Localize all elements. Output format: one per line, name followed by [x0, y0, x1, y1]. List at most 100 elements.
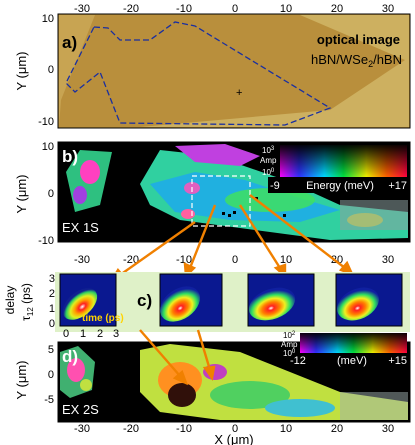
panel-b-colorbar: -9 Energy (meV) +17 103 Amp 100 [260, 145, 409, 193]
panel-b-colorbar-labelbg [268, 177, 409, 193]
panel-c-letter: c) [137, 291, 152, 310]
panel-b-map-left-spot [80, 160, 100, 184]
panel-b-defect [233, 211, 236, 214]
panel-a-y-label: Y (μm) [14, 51, 29, 90]
panel-b-amp-high: 103 [262, 146, 275, 155]
panel-d-amp-label: Amp [281, 340, 298, 349]
panel-b-map-flake-green [225, 188, 315, 212]
panel-d-colorbar-shade [300, 333, 407, 353]
panel-b-y-tick: 0 [48, 188, 54, 200]
panel-d-map-left-spot [67, 358, 85, 382]
arrow-c-d-1 [139, 329, 181, 377]
panel-d-x-label: X (μm) [214, 432, 253, 445]
panel-d-x-tick: -10 [176, 423, 192, 435]
panel-d-amp-low: 100 [283, 349, 296, 358]
panel-d-map-flake-green [210, 381, 290, 409]
panel-d-y-ticks: 5 0 -5 [44, 344, 54, 406]
panel-b-defect [228, 214, 231, 217]
panel-c-y-ticks: 3 2 1 0 [49, 273, 55, 330]
panel-b-x-tick: 10 [280, 254, 292, 266]
panel-d-y-tick: 5 [48, 344, 54, 356]
panel-b-map-left-spot2 [73, 186, 87, 204]
panel-d-letter: d) [62, 347, 78, 366]
panel-a-x-tick: 20 [331, 3, 343, 15]
panel-b-zoom-box [191, 175, 251, 227]
panel-b-amp-label: Amp [260, 156, 277, 165]
panel-c-tile-1-spot [62, 288, 98, 320]
panel-c-y-tick: 2 [49, 288, 55, 300]
panel-b: -9 Energy (meV) +17 103 Amp 100 b) EX 1S… [14, 141, 411, 266]
arrow-b-c-3 [238, 204, 282, 269]
panel-b-y-tick: -10 [38, 235, 54, 247]
panel-c-x-tick: 0 [63, 328, 69, 340]
panel-d-energy-min: -12 [290, 355, 306, 367]
panel-d-x-tick: 20 [331, 423, 343, 435]
arrow-c-d-2 [196, 329, 212, 371]
panel-c-tile-3 [247, 273, 315, 327]
panel-b-defect [283, 214, 286, 217]
arrow-b-c-2 [188, 204, 217, 269]
panel-a-y-tick: 10 [42, 13, 54, 25]
panel-a-x-ticks: -30 -20 -10 0 10 20 30 [74, 3, 394, 15]
panel-d-map-left-spot2 [80, 379, 92, 391]
panel-d-y-label: Y (μm) [14, 360, 29, 399]
panel-b-map-grey [340, 200, 408, 230]
arrows-c-to-d [139, 329, 216, 386]
panel-d-map-flake-cyan [265, 399, 335, 417]
panel-b-energy-max: +17 [388, 180, 407, 192]
panel-a: a) optical image hBN/WSe2/hBN + -30 -20 … [14, 3, 411, 129]
panel-d-y-tick: 0 [48, 369, 54, 381]
panel-c-y-tick: 1 [49, 303, 55, 315]
panel-a-substrate-right [140, 15, 409, 127]
panel-c-y-tick: 0 [49, 318, 55, 330]
panel-d-x-tick: 10 [280, 423, 292, 435]
panel-d-x-tick: -30 [74, 423, 90, 435]
panel-a-flake-outline [65, 21, 332, 126]
panel-d-x-ticks: -30 -20 -10 0 10 20 30 [74, 423, 394, 435]
panel-d-x-tick: -20 [123, 423, 139, 435]
panel-a-letter: a) [62, 33, 77, 52]
panel-d-colorbar-labelbg [288, 353, 409, 368]
arrow-c-d-2-head [202, 365, 216, 382]
panel-b-amp-low: 100 [262, 168, 275, 177]
panel-a-x-tick: 30 [382, 3, 394, 15]
panel-d-state-label: EX 2S [62, 402, 99, 417]
panel-b-defect [222, 212, 225, 215]
panel-c-x-ticks: 0 1 2 3 [63, 328, 119, 340]
panel-b-map-magenta-top [175, 144, 260, 166]
panel-d: -12 (meV) +15 102 Amp 100 d) EX 2S 5 0 -… [14, 331, 411, 445]
panel-c: c) time (ps) 0 1 2 3 3 2 1 0 delay τ12 (… [3, 272, 410, 340]
panel-d-y-tick: -5 [44, 394, 54, 406]
panel-d-amp-high: 102 [283, 331, 296, 340]
panel-a-x-tick: -20 [123, 3, 139, 15]
panel-d-energy-label: (meV) [337, 355, 367, 367]
panel-b-x-tick: -30 [74, 254, 90, 266]
panel-b-map-flake-pink2 [181, 209, 195, 219]
panel-c-x-tick: 1 [80, 328, 86, 340]
panel-d-x-tick: 0 [232, 423, 238, 435]
panel-c-x-tick: 3 [113, 328, 119, 340]
panel-b-colorbar-shade [280, 145, 407, 177]
panel-b-energy-label: Energy (meV) [306, 180, 374, 192]
panel-a-x-tick: 10 [280, 3, 292, 15]
panel-a-y-tick: -10 [38, 116, 54, 128]
panel-c-tile-4 [335, 273, 403, 327]
panel-c-x-tick: 2 [97, 328, 103, 340]
panel-c-y-tick: 3 [49, 273, 55, 285]
panel-b-x-tick: 0 [232, 254, 238, 266]
panel-d-x-tick: 30 [382, 423, 394, 435]
arrow-c-d-1-head [172, 369, 189, 386]
panel-c-tile-4-spot [337, 287, 379, 321]
panel-d-colorbar: -12 (meV) +15 102 Amp 100 [281, 331, 409, 368]
panel-b-y-tick: 10 [42, 141, 54, 153]
panel-b-state-label: EX 1S [62, 220, 99, 235]
panel-c-tile-1 [59, 273, 117, 327]
panel-d-map-grey [340, 392, 408, 420]
panel-a-y-ticks: 10 0 -10 [38, 13, 54, 128]
panel-b-energy-min: -9 [270, 180, 280, 192]
panel-c-time-label: time (ps) [82, 313, 124, 324]
panel-b-y-label: Y (μm) [14, 174, 29, 213]
panel-a-x-tick: -30 [74, 3, 90, 15]
panel-a-x-tick: 0 [232, 3, 238, 15]
panel-b-letter: b) [62, 147, 78, 166]
